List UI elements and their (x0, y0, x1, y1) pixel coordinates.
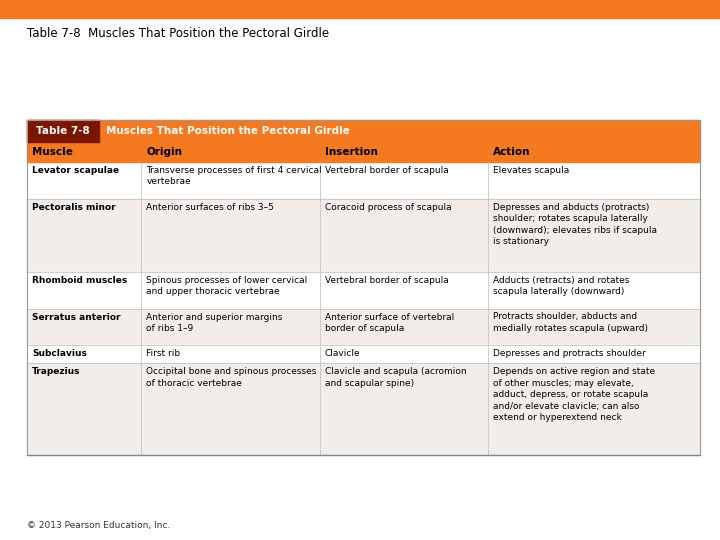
Text: Clavicle and scapula (acromion
and scapular spine): Clavicle and scapula (acromion and scapu… (325, 367, 467, 388)
Bar (27, 142, 700, 162)
Text: Muscle: Muscle (32, 147, 73, 157)
Bar (27, 272, 700, 308)
Text: Occipital bone and spinous processes
of thoracic vertebrae: Occipital bone and spinous processes of … (146, 367, 317, 388)
Bar (27, 120, 99, 142)
Text: Table 7-8: Table 7-8 (36, 126, 90, 136)
Text: Depresses and protracts shoulder: Depresses and protracts shoulder (493, 349, 646, 358)
Text: Protracts shoulder, abducts and
medially rotates scapula (upward): Protracts shoulder, abducts and medially… (493, 313, 648, 333)
Text: Depends on active region and state
of other muscles; may elevate,
adduct, depres: Depends on active region and state of ot… (493, 367, 655, 422)
Text: © 2013 Pearson Education, Inc.: © 2013 Pearson Education, Inc. (27, 521, 170, 530)
Text: Pectoralis minor: Pectoralis minor (32, 202, 116, 212)
Text: Trapezius: Trapezius (32, 367, 81, 376)
Text: Depresses and abducts (protracts)
shoulder; rotates scapula laterally
(downward): Depresses and abducts (protracts) should… (493, 202, 657, 246)
Bar (27, 162, 700, 199)
Text: Levator scapulae: Levator scapulae (32, 166, 119, 175)
Text: Spinous processes of lower cervical
and upper thoracic vertebrae: Spinous processes of lower cervical and … (146, 276, 307, 296)
Bar (27, 308, 700, 345)
Bar (27, 199, 700, 272)
Bar (27, 363, 700, 455)
Text: Adducts (retracts) and rotates
scapula laterally (downward): Adducts (retracts) and rotates scapula l… (493, 276, 629, 296)
Text: Clavicle: Clavicle (325, 349, 361, 358)
Bar (0, 0, 720, 18)
Text: Coracoid process of scapula: Coracoid process of scapula (325, 202, 451, 212)
Text: Insertion: Insertion (325, 147, 377, 157)
Text: Vertebral border of scapula: Vertebral border of scapula (325, 276, 449, 285)
Text: Serratus anterior: Serratus anterior (32, 313, 120, 321)
Text: Anterior and superior margins
of ribs 1–9: Anterior and superior margins of ribs 1–… (146, 313, 283, 333)
Text: Table 7-8  Muscles That Position the Pectoral Girdle: Table 7-8 Muscles That Position the Pect… (27, 27, 329, 40)
Text: Anterior surface of vertebral
border of scapula: Anterior surface of vertebral border of … (325, 313, 454, 333)
Text: First rib: First rib (146, 349, 181, 358)
Bar (27, 345, 700, 363)
Text: Elevates scapula: Elevates scapula (493, 166, 570, 175)
Text: Vertebral border of scapula: Vertebral border of scapula (325, 166, 449, 175)
Text: Action: Action (493, 147, 531, 157)
Text: Rhomboid muscles: Rhomboid muscles (32, 276, 127, 285)
Text: Transverse processes of first 4 cervical
vertebrae: Transverse processes of first 4 cervical… (146, 166, 322, 186)
Bar (27, 120, 700, 455)
Text: Anterior surfaces of ribs 3–5: Anterior surfaces of ribs 3–5 (146, 202, 274, 212)
Bar (27, 120, 700, 142)
Text: Subclavius: Subclavius (32, 349, 87, 358)
Text: Origin: Origin (146, 147, 182, 157)
Text: Muscles That Position the Pectoral Girdle: Muscles That Position the Pectoral Girdl… (106, 126, 350, 136)
